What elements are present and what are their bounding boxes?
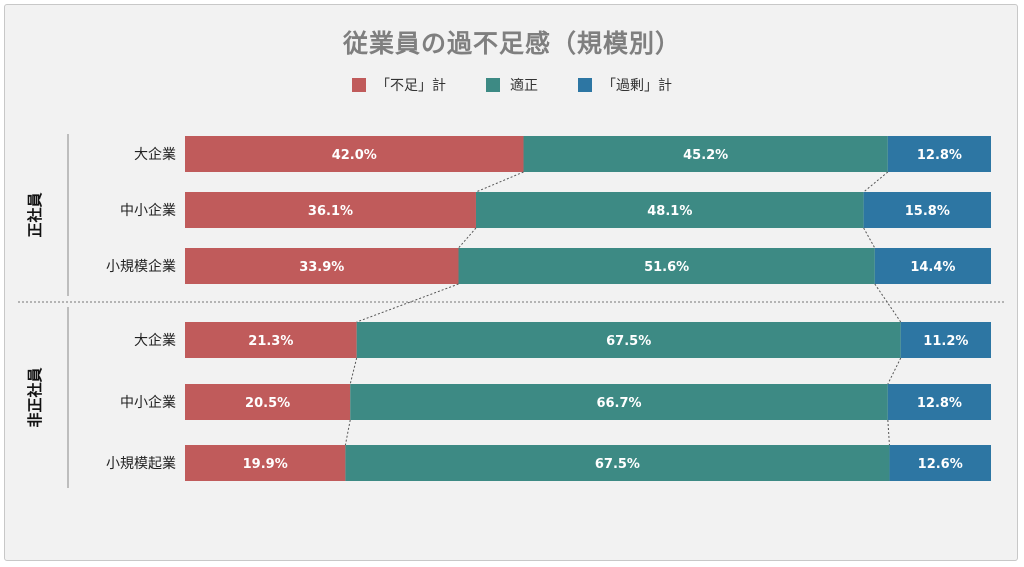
category-label: 大企業 <box>134 332 176 349</box>
group-label: 非正社員 <box>26 367 44 427</box>
data-label: 21.3% <box>248 334 293 349</box>
bar-segment-excess <box>874 248 991 284</box>
data-label: 15.8% <box>905 204 950 219</box>
data-label: 12.8% <box>917 396 962 411</box>
legend-swatch-excess <box>578 78 592 92</box>
chart-title: 従業員の過不足感（規模別） <box>342 29 681 58</box>
bar-segment-shortage <box>185 445 346 481</box>
legend-item-appropriate: 適正 <box>486 75 538 95</box>
connector-line <box>887 357 902 385</box>
bar-segment-excess <box>887 384 991 420</box>
category-label: 小規模企業 <box>106 258 176 275</box>
legend: 「不足」計 適正 「過剰」計 <box>0 75 1024 95</box>
legend-label-shortage: 「不足」計 <box>376 78 446 94</box>
legend-swatch-shortage <box>352 78 366 92</box>
group-label: 正社員 <box>26 192 44 237</box>
data-label: 48.1% <box>647 204 692 219</box>
bar-segment-shortage <box>185 136 524 172</box>
data-label: 33.9% <box>299 260 344 275</box>
connector-line <box>874 283 902 323</box>
bar-segment-excess <box>863 192 991 228</box>
category-label: 中小企業 <box>120 394 176 411</box>
data-label: 14.4% <box>910 260 955 275</box>
category-label: 大企業 <box>134 146 176 163</box>
data-label: 11.2% <box>923 334 968 349</box>
bar-segment-shortage <box>185 384 351 420</box>
data-label: 20.5% <box>245 396 290 411</box>
bar-segment-shortage <box>185 322 357 358</box>
data-label: 67.5% <box>606 334 651 349</box>
data-label: 19.9% <box>243 457 288 472</box>
category-label: 中小企業 <box>120 202 176 219</box>
connector-line <box>349 357 358 385</box>
legend-item-excess: 「過剰」計 <box>578 75 672 95</box>
data-label: 12.6% <box>918 457 963 472</box>
connector-line <box>863 171 889 193</box>
data-label: 51.6% <box>644 260 689 275</box>
bar-segment-appropriate <box>523 136 888 172</box>
legend-swatch-appropriate <box>486 78 500 92</box>
bar-segment-shortage <box>185 192 476 228</box>
data-label: 12.8% <box>917 148 962 163</box>
bar-segment-excess <box>889 445 991 481</box>
bar-segment-appropriate <box>356 322 901 358</box>
category-label: 小規模起業 <box>106 456 176 472</box>
legend-label-appropriate: 適正 <box>510 78 538 94</box>
connector-line <box>344 419 351 446</box>
bar-segment-appropriate <box>475 192 864 228</box>
data-label: 36.1% <box>308 204 353 219</box>
connector-line <box>356 283 459 323</box>
connector-line <box>475 171 524 193</box>
bar-segment-appropriate <box>345 445 890 481</box>
bar-segment-appropriate <box>458 248 875 284</box>
connector-line <box>458 227 477 249</box>
data-label: 67.5% <box>595 457 640 472</box>
legend-label-excess: 「過剰」計 <box>602 78 672 94</box>
bar-segment-shortage <box>185 248 459 284</box>
data-label: 45.2% <box>683 148 728 163</box>
legend-item-shortage: 「不足」計 <box>352 75 446 95</box>
bar-segment-excess <box>900 322 991 358</box>
connector-line <box>887 419 890 446</box>
data-label: 42.0% <box>332 148 377 163</box>
connector-line <box>863 227 876 249</box>
data-label: 66.7% <box>596 396 641 411</box>
bar-segment-excess <box>887 136 991 172</box>
bar-segment-appropriate <box>350 384 888 420</box>
